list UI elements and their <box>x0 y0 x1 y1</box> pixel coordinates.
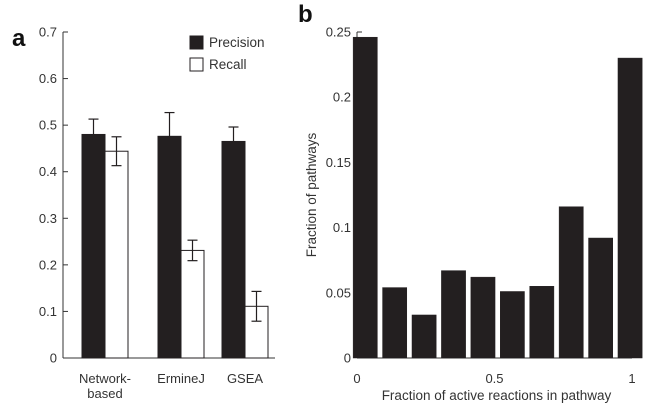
bar-recall <box>180 249 205 359</box>
legend-swatch-precision <box>189 35 204 50</box>
histogram-bar <box>500 291 525 359</box>
y-tick-label: 0.6 <box>39 71 57 86</box>
histogram-bar <box>558 206 584 359</box>
y-tick-label: 0 <box>344 351 351 366</box>
y-tick-label: 0.4 <box>39 164 57 179</box>
x-axis-title: Fraction of active reactions in pathway <box>382 388 612 403</box>
panel-b: b 0 0.05 0.1 0.15 0.2 0.25 0 0.5 1 Fraction of act… <box>298 1 643 403</box>
x-tick-label: 0.5 <box>485 371 503 386</box>
y-tick-label: 0.3 <box>39 211 57 226</box>
histogram-bar <box>470 276 496 359</box>
bar-recall <box>104 150 129 359</box>
x-tick-label: 1 <box>628 371 635 386</box>
y-axis-title: Fraction of pathways <box>304 132 319 257</box>
y-tick-label: 0.1 <box>333 220 351 235</box>
x-tick-label: ErmineJ <box>157 371 205 386</box>
x-tick-label: GSEA <box>227 371 263 386</box>
bar-precision <box>221 140 246 359</box>
histogram-bar <box>588 237 613 359</box>
bar-precision <box>81 133 106 359</box>
panel-label-a: a <box>12 25 26 52</box>
x-tick-label: Network- <box>79 371 131 386</box>
bar-precision <box>157 135 182 359</box>
y-tick-label: 0.5 <box>39 118 57 133</box>
histogram-bar <box>529 286 555 359</box>
y-tick-label: 0.1 <box>39 304 57 319</box>
legend-swatch-recall <box>189 57 204 72</box>
y-tick-label: 0.15 <box>326 155 351 170</box>
panel-label-b: b <box>298 1 313 28</box>
y-tick-label: 0 <box>50 351 57 366</box>
legend-label-precision: Precision <box>209 35 265 50</box>
histogram-bar <box>382 287 408 359</box>
y-tick-label: 0.25 <box>326 25 351 40</box>
legend-label-recall: Recall <box>209 57 247 72</box>
histogram-bar <box>352 36 378 359</box>
x-tick-label: based <box>87 386 122 401</box>
histogram-bar <box>411 314 437 359</box>
y-tick-label: 0.7 <box>39 25 57 40</box>
y-tick-label: 0.2 <box>39 257 57 272</box>
y-tick-label: 0.2 <box>333 90 351 105</box>
panel-a: a 0 0.1 0.2 0.3 0.4 0.5 0.6 0.7 Network-based Ermi… <box>12 25 275 401</box>
x-tick-label: 0 <box>353 371 360 386</box>
histogram-bar <box>441 270 466 359</box>
histogram-bar <box>617 57 643 359</box>
y-tick-label: 0.05 <box>326 285 351 300</box>
